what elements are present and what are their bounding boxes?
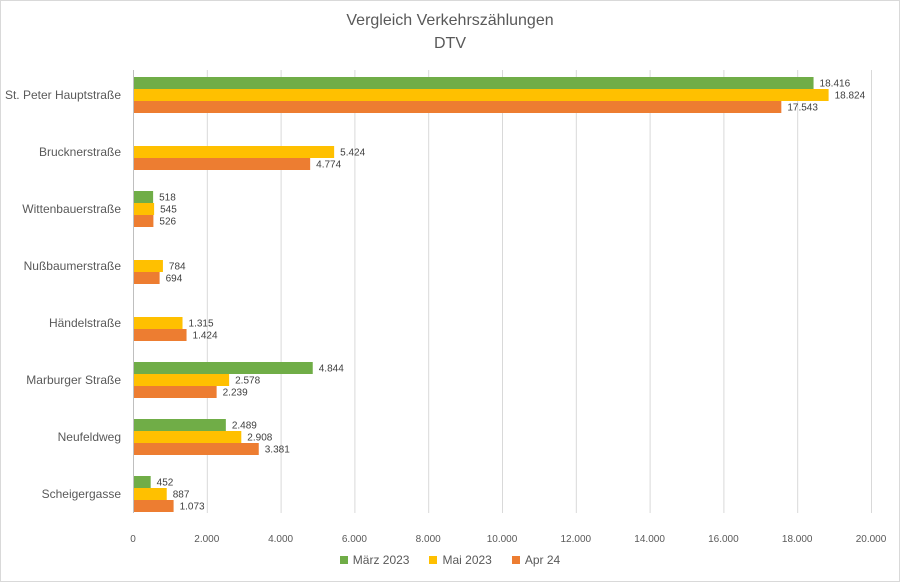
bar-apr-24-brucknerstrasse	[134, 158, 311, 170]
x-tick-label-10: 20.000	[856, 534, 887, 545]
data-label-apr-24-haendelstrasse: 1.424	[193, 331, 218, 342]
category-label-nussbaumerstrasse: Nußbaumerstraße	[24, 259, 122, 273]
chart-title: Vergleich Verkehrszählungen	[346, 12, 554, 29]
bar-mai-2023-scheigergasse	[134, 488, 167, 500]
data-label-maerz-2023-scheigergasse: 452	[157, 478, 174, 489]
x-tick-label-3: 6.000	[342, 534, 367, 545]
chart-subtitle: DTV	[434, 35, 466, 52]
data-label-apr-24-st-peter-hauptstrasse: 17.543	[787, 103, 818, 114]
data-label-apr-24-neufeldweg: 3.381	[265, 445, 290, 456]
x-tick-label-7: 14.000	[634, 534, 665, 545]
data-label-mai-2023-nussbaumerstrasse: 784	[169, 262, 186, 273]
bar-maerz-2023-st-peter-hauptstrasse	[134, 77, 814, 89]
x-tick-label-6: 12.000	[561, 534, 592, 545]
x-tick-label-2: 4.000	[268, 534, 293, 545]
bar-maerz-2023-wittenbauerstrasse	[134, 191, 154, 203]
x-tick-label-0: 0	[130, 534, 136, 545]
legend-swatch-mai-2023	[429, 556, 438, 564]
data-label-mai-2023-haendelstrasse: 1.315	[189, 319, 214, 330]
category-label-haendelstrasse: Händelstraße	[49, 316, 121, 330]
bar-mai-2023-neufeldweg	[134, 431, 242, 443]
bar-apr-24-wittenbauerstrasse	[134, 215, 154, 227]
bar-maerz-2023-marburger-strasse	[134, 362, 313, 374]
bar-mai-2023-wittenbauerstrasse	[134, 203, 155, 215]
legend-item-maerz-2023: März 2023	[339, 553, 410, 567]
bar-mai-2023-haendelstrasse	[134, 317, 183, 329]
x-tick-label-4: 8.000	[416, 534, 441, 545]
data-label-maerz-2023-wittenbauerstrasse: 518	[159, 193, 176, 204]
legend-label-mai-2023: Mai 2023	[442, 553, 492, 567]
bar-apr-24-nussbaumerstrasse	[134, 272, 160, 284]
data-label-mai-2023-brucknerstrasse: 5.424	[340, 148, 365, 159]
data-label-maerz-2023-st-peter-hauptstrasse: 18.416	[820, 79, 851, 90]
data-label-mai-2023-marburger-strasse: 2.578	[235, 376, 260, 387]
data-label-apr-24-marburger-strasse: 2.239	[223, 388, 248, 399]
legend-item-apr-24: Apr 24	[511, 553, 561, 567]
bar-mai-2023-st-peter-hauptstrasse	[134, 89, 829, 101]
x-tick-label-8: 16.000	[708, 534, 739, 545]
x-tick-label-5: 10.000	[487, 534, 518, 545]
x-tick-label-1: 2.000	[194, 534, 219, 545]
bar-apr-24-scheigergasse	[134, 500, 174, 512]
data-label-maerz-2023-neufeldweg: 2.489	[232, 421, 257, 432]
data-label-apr-24-wittenbauerstrasse: 526	[159, 217, 176, 228]
bar-mai-2023-nussbaumerstrasse	[134, 260, 163, 272]
legend-swatch-maerz-2023	[339, 556, 348, 564]
bar-apr-24-neufeldweg	[134, 443, 259, 455]
category-label-marburger-strasse: Marburger Straße	[26, 373, 121, 387]
data-label-mai-2023-scheigergasse: 887	[173, 490, 190, 501]
bar-apr-24-st-peter-hauptstrasse	[134, 101, 782, 113]
category-label-wittenbauerstrasse: Wittenbauerstraße	[22, 202, 121, 216]
data-label-apr-24-nussbaumerstrasse: 694	[166, 274, 183, 285]
data-label-apr-24-brucknerstrasse: 4.774	[316, 160, 341, 171]
legend-swatch-apr-24	[511, 556, 520, 564]
legend-label-maerz-2023: März 2023	[352, 553, 410, 567]
legend: März 2023 Mai 2023 Apr 24	[0, 553, 900, 567]
data-label-mai-2023-neufeldweg: 2.908	[247, 433, 272, 444]
data-label-apr-24-scheigergasse: 1.073	[180, 502, 205, 513]
data-label-maerz-2023-marburger-strasse: 4.844	[319, 364, 344, 375]
category-label-scheigergasse: Scheigergasse	[42, 487, 122, 501]
bar-apr-24-marburger-strasse	[134, 386, 217, 398]
bar-mai-2023-brucknerstrasse	[134, 146, 335, 158]
legend-item-mai-2023: Mai 2023	[429, 553, 492, 567]
bar-maerz-2023-neufeldweg	[134, 419, 226, 431]
category-label-neufeldweg: Neufeldweg	[58, 430, 121, 444]
x-tick-label-9: 18.000	[782, 534, 813, 545]
bar-apr-24-haendelstrasse	[134, 329, 187, 341]
bar-maerz-2023-scheigergasse	[134, 476, 151, 488]
category-label-st-peter-hauptstrasse: St. Peter Hauptstraße	[5, 88, 121, 102]
category-label-brucknerstrasse: Brucknerstraße	[39, 145, 121, 159]
data-label-mai-2023-st-peter-hauptstrasse: 18.824	[835, 91, 866, 102]
data-label-mai-2023-wittenbauerstrasse: 545	[160, 205, 177, 216]
bar-mai-2023-marburger-strasse	[134, 374, 230, 386]
legend-label-apr-24: Apr 24	[524, 553, 561, 567]
